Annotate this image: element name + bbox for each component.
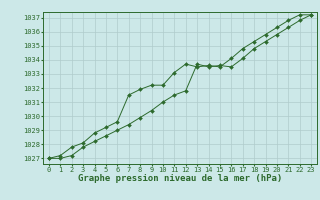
X-axis label: Graphe pression niveau de la mer (hPa): Graphe pression niveau de la mer (hPa) — [78, 174, 282, 183]
